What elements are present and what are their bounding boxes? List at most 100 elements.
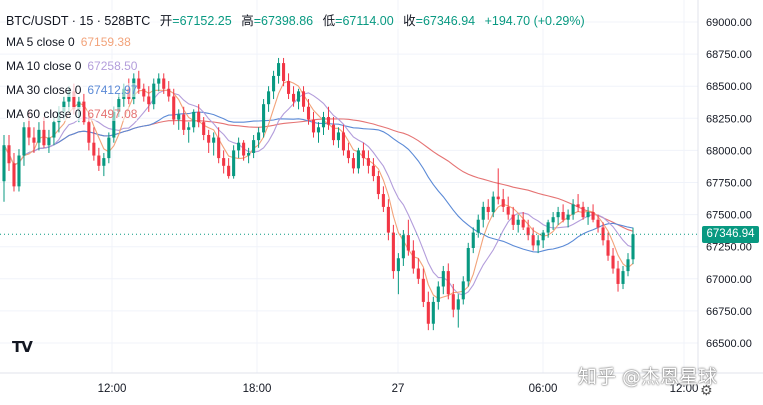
candle[interactable] (466, 242, 470, 287)
candle[interactable] (237, 137, 241, 159)
candle[interactable] (12, 152, 16, 192)
candle[interactable] (52, 117, 56, 146)
candle[interactable] (426, 291, 430, 331)
candle[interactable] (486, 199, 490, 220)
candle[interactable] (296, 88, 301, 110)
candle[interactable] (97, 147, 101, 171)
candle[interactable] (441, 265, 445, 295)
candle[interactable] (461, 276, 465, 305)
candle[interactable] (167, 81, 171, 102)
candle[interactable] (501, 188, 505, 213)
candle[interactable] (616, 260, 620, 292)
candle[interactable] (82, 93, 86, 125)
candle[interactable] (411, 240, 415, 274)
candle[interactable] (521, 212, 525, 231)
candle[interactable] (92, 127, 96, 161)
candle[interactable] (571, 199, 575, 220)
candle[interactable] (361, 142, 365, 166)
candle[interactable] (37, 122, 41, 151)
candle[interactable] (456, 294, 460, 328)
candle[interactable] (252, 134, 256, 159)
indicator-ma30[interactable]: MA 30 close 0 67412.97 (6, 82, 138, 106)
candle[interactable] (192, 109, 196, 133)
candle[interactable] (107, 132, 111, 164)
candle[interactable] (242, 140, 246, 161)
candle[interactable] (272, 70, 276, 100)
candle[interactable] (451, 283, 455, 318)
candle[interactable] (596, 214, 600, 233)
candle[interactable] (366, 150, 370, 174)
candle[interactable] (436, 281, 440, 310)
candle[interactable] (431, 296, 435, 331)
candle[interactable] (282, 57, 286, 87)
candle[interactable] (516, 214, 520, 233)
candle[interactable] (222, 150, 226, 174)
candle[interactable] (177, 109, 181, 130)
candle[interactable] (47, 129, 51, 153)
candle[interactable] (381, 186, 385, 213)
candle[interactable] (491, 191, 495, 218)
candle[interactable] (606, 232, 610, 261)
candle[interactable] (157, 73, 161, 92)
candle[interactable] (311, 111, 316, 138)
candle[interactable] (556, 206, 560, 225)
candle[interactable] (566, 209, 570, 228)
candle[interactable] (626, 253, 630, 277)
candle[interactable] (7, 134, 11, 171)
candle[interactable] (277, 57, 281, 84)
candle[interactable] (17, 149, 21, 192)
candle[interactable] (396, 253, 400, 295)
gear-icon[interactable]: ⚙ (700, 383, 713, 399)
indicator-ma5[interactable]: MA 5 close 0 67159.38 (6, 34, 137, 58)
candle[interactable] (346, 142, 350, 164)
candle[interactable] (172, 88, 176, 125)
candle[interactable] (147, 86, 151, 112)
candle[interactable] (301, 86, 306, 112)
candle[interactable] (2, 134, 6, 202)
candle[interactable] (526, 219, 530, 241)
candle[interactable] (581, 201, 585, 220)
candle[interactable] (316, 122, 321, 143)
candle[interactable] (321, 111, 326, 135)
candle[interactable] (102, 152, 106, 177)
candle[interactable] (212, 132, 216, 156)
candle[interactable] (531, 227, 535, 251)
candle[interactable] (506, 196, 510, 220)
candle[interactable] (376, 170, 380, 200)
candle[interactable] (137, 70, 141, 94)
candle[interactable] (541, 230, 545, 248)
candle[interactable] (631, 227, 635, 265)
candle[interactable] (262, 99, 266, 138)
candle[interactable] (421, 268, 425, 308)
candle[interactable] (336, 127, 341, 148)
candle[interactable] (471, 227, 475, 254)
candle[interactable] (611, 247, 615, 274)
candle[interactable] (551, 212, 555, 231)
candle[interactable] (207, 129, 211, 153)
candle[interactable] (576, 194, 580, 213)
candle[interactable] (32, 127, 36, 153)
candle[interactable] (561, 204, 565, 223)
candle[interactable] (446, 263, 450, 300)
candle[interactable] (591, 204, 595, 223)
candle[interactable] (287, 73, 291, 100)
candle[interactable] (331, 117, 336, 146)
candle[interactable] (291, 86, 296, 107)
candle[interactable] (416, 258, 420, 284)
candle[interactable] (217, 127, 221, 164)
candle[interactable] (247, 147, 251, 164)
candle[interactable] (351, 152, 355, 174)
candle[interactable] (586, 206, 590, 225)
candle[interactable] (202, 117, 206, 141)
candle[interactable] (536, 235, 540, 254)
candle[interactable] (22, 122, 26, 166)
candle[interactable] (162, 73, 166, 94)
candle[interactable] (187, 122, 191, 143)
candle[interactable] (232, 145, 236, 179)
candle[interactable] (406, 219, 410, 256)
indicator-ma10[interactable]: MA 10 close 0 67258.50 (6, 58, 138, 82)
candle[interactable] (476, 214, 480, 238)
candle[interactable] (182, 106, 186, 135)
